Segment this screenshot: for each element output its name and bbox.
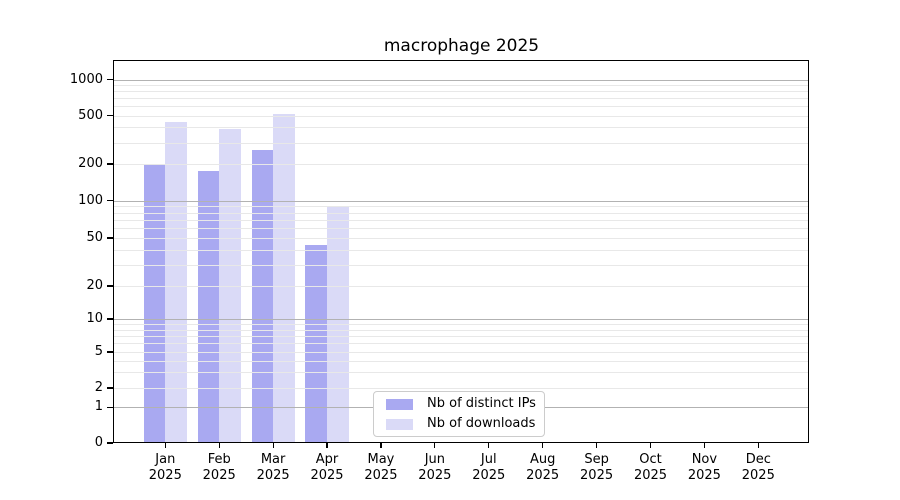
gridline-minor — [114, 264, 809, 266]
bar-downloads-jan — [165, 122, 187, 443]
x-tick-label-jan: Jan 2025 — [148, 452, 182, 483]
bar-distinct-ips-feb — [197, 171, 220, 443]
gridline-minor — [114, 343, 809, 345]
y-tick-mark — [107, 200, 113, 202]
y-tick-mark — [107, 115, 113, 117]
gridline-minor — [114, 206, 809, 208]
gridline-minor — [114, 360, 809, 362]
gridline-minor — [114, 352, 809, 353]
gridline-minor — [114, 238, 809, 239]
x-tick-mark — [757, 443, 759, 448]
y-tick-label: 10 — [86, 311, 103, 326]
x-tick-mark — [164, 443, 166, 448]
gridline-minor — [114, 335, 809, 337]
legend-swatch-downloads — [386, 418, 413, 430]
legend-label-distinct-ips: Nb of distinct IPs — [427, 396, 536, 411]
gridline-minor — [114, 388, 809, 389]
gridline-minor — [114, 98, 809, 100]
y-tick-mark — [107, 285, 113, 287]
y-tick-mark — [107, 318, 113, 320]
x-tick-label-nov: Nov 2025 — [687, 452, 721, 483]
y-tick-label: 2 — [94, 380, 103, 395]
gridline-minor — [114, 164, 809, 165]
x-tick-label-mar: Mar 2025 — [256, 452, 290, 483]
y-tick-mark — [107, 79, 113, 81]
chart-title: macrophage 2025 — [383, 36, 540, 56]
x-tick-label-jun: Jun 2025 — [418, 452, 452, 483]
x-tick-label-aug: Aug 2025 — [526, 452, 560, 483]
x-tick-mark — [542, 443, 544, 448]
x-tick-mark — [218, 443, 220, 448]
gridline-major — [114, 79, 809, 81]
y-tick-label: 1 — [94, 399, 103, 415]
y-tick-mark — [107, 387, 113, 389]
x-tick-label-feb: Feb 2025 — [202, 452, 236, 483]
gridline-minor — [114, 91, 809, 93]
gridline-minor — [114, 324, 809, 326]
y-tick-label: 1000 — [69, 71, 103, 87]
x-tick-label-oct: Oct 2025 — [633, 452, 668, 483]
x-tick-label-apr: Apr 2025 — [310, 452, 344, 483]
gridline-minor — [114, 372, 809, 374]
x-tick-mark — [326, 443, 328, 448]
gridline-minor — [114, 286, 809, 287]
gridline-minor — [114, 142, 809, 144]
y-tick-label: 0 — [94, 435, 103, 450]
gridline-minor — [114, 219, 809, 221]
y-tick-label: 20 — [86, 278, 103, 293]
x-tick-label-may: May 2025 — [364, 452, 398, 483]
y-tick-label: 50 — [86, 230, 103, 245]
y-tick-mark — [107, 442, 113, 444]
legend-item-distinct-ips: Nb of distinct IPs — [386, 396, 536, 412]
x-tick-mark — [703, 443, 705, 448]
y-tick-label: 5 — [94, 344, 103, 359]
x-tick-mark — [649, 443, 652, 448]
y-tick-mark — [107, 237, 113, 239]
y-tick-label: 500 — [78, 107, 103, 123]
gridline-minor — [114, 228, 809, 230]
y-tick-label: 100 — [78, 192, 103, 208]
gridline-minor — [114, 127, 809, 129]
gridline-minor — [114, 115, 809, 117]
x-tick-label-dec: Dec 2025 — [741, 452, 775, 483]
y-tick-label: 200 — [78, 156, 103, 171]
x-tick-mark — [272, 443, 274, 448]
gridline-major — [114, 200, 809, 202]
x-tick-label-jul: Jul 2025 — [472, 452, 506, 483]
legend: Nb of distinct IPs Nb of downloads — [373, 391, 545, 437]
bar-distinct-ips-mar — [251, 150, 274, 443]
bar-distinct-ips-jan — [143, 164, 166, 443]
x-tick-mark — [434, 443, 436, 448]
y-tick-mark — [107, 406, 113, 408]
y-tick-mark — [107, 163, 113, 165]
y-tick-mark — [107, 351, 113, 353]
gridline-minor — [114, 85, 809, 87]
x-tick-mark — [595, 443, 598, 448]
gridline-minor — [114, 212, 809, 214]
gridline-major — [114, 319, 809, 320]
x-tick-mark — [488, 443, 490, 448]
gridline-minor — [114, 106, 809, 108]
x-tick-mark — [380, 443, 382, 448]
x-tick-label-sep: Sep 2025 — [580, 452, 614, 483]
legend-swatch-distinct-ips — [386, 398, 413, 410]
legend-label-downloads: Nb of downloads — [427, 416, 536, 431]
gridline-minor — [114, 249, 809, 251]
gridline-minor — [114, 329, 809, 331]
legend-item-downloads: Nb of downloads — [386, 416, 536, 432]
